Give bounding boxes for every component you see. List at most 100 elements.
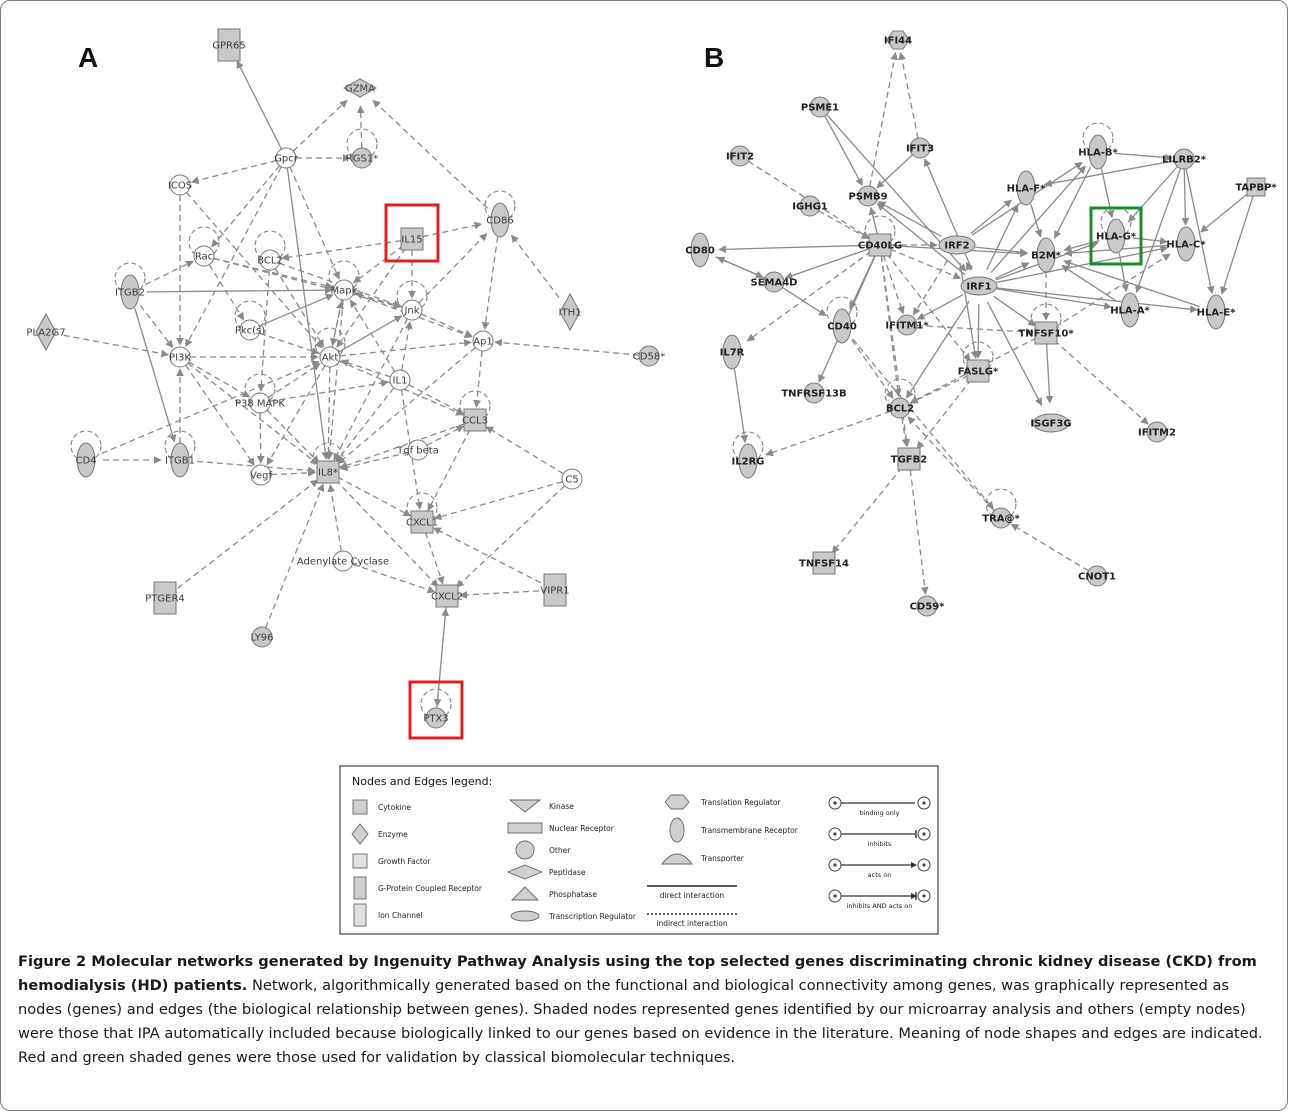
loop-BCL2 <box>254 230 286 262</box>
edge-PI3K-P38 <box>188 361 251 398</box>
node-TAPBP <box>1246 177 1266 197</box>
node-IL1 <box>389 369 411 391</box>
edge-RGS1-GZMA <box>356 105 365 149</box>
node-label-Vegf: Vegf <box>250 471 273 482</box>
edge-CXCL1-CXCL2 <box>424 532 445 585</box>
node-label-LILRB2: LILRB2* <box>1162 155 1207 166</box>
edge-IL15-Mapk <box>352 245 404 284</box>
edge-Akt-CCL3 <box>338 360 464 416</box>
node-TGFB2 <box>897 447 921 471</box>
node-Tgfbeta <box>407 439 429 461</box>
edge-CD86-Ap1 <box>481 236 499 330</box>
edge-Rac-Pkcs <box>208 264 245 321</box>
node-ITGB1 <box>170 442 190 478</box>
node-IFIT3 <box>909 137 931 159</box>
edge-CD40LG-PSMB9 <box>868 206 879 235</box>
legend-label-9: Phosphatase <box>549 890 597 899</box>
node-ICOS <box>169 174 191 196</box>
node-label-TRA: TRA@* <box>982 514 1020 525</box>
edge-TNFSF10-HLA-C <box>1054 253 1171 328</box>
node-B2M <box>1036 237 1056 273</box>
node-label-B2M: B2M* <box>1031 251 1062 262</box>
node-CD80 <box>690 232 710 268</box>
edge-TRA-BCL2 <box>907 416 995 512</box>
node-label-CD80: CD80 <box>685 246 715 257</box>
node-label-TAPBP: TAPBP* <box>1235 183 1277 194</box>
edge-CD40LG-IFITM1 <box>882 255 905 315</box>
node-label-CXCL2: CXCL2 <box>431 592 463 603</box>
edge-BCL2-TGFB2 <box>901 417 910 447</box>
loop-HLA-B <box>1082 122 1114 154</box>
loop-Akt <box>314 327 346 359</box>
node-label-C5: C5 <box>565 475 578 486</box>
node-label-IL2RG: IL2RG <box>732 457 765 468</box>
node-label-HLA-F: HLA-F* <box>1007 184 1046 195</box>
legend-label-12: Transmembrane Receptor <box>700 826 799 835</box>
edge-TNFSF10-IFITM2 <box>1053 339 1149 425</box>
node-SEMA4D <box>763 271 785 293</box>
legend-edge-arrow-2 <box>911 862 917 868</box>
node-label-P38: P38 MAPK <box>235 399 285 410</box>
legend-edge-arrow-3 <box>911 893 917 899</box>
node-CXCL1 <box>410 510 434 534</box>
node-IL2RG <box>738 443 758 479</box>
edge-IRF1-HLA-E <box>996 287 1198 314</box>
node-label-Pkcs: Pkc(s) <box>235 326 265 337</box>
edge-HLA-B-B2M <box>1053 166 1091 239</box>
node-label-CD58: CD58* <box>633 352 665 363</box>
edge-VIPR1-CXCL2 <box>459 590 540 599</box>
edge-IL7R-IL2RG <box>733 368 749 443</box>
edge-C5-CXCL2 <box>455 485 566 588</box>
edge-TGFB2-TNFSF14 <box>831 467 903 554</box>
node-label-ICOS: ICOS <box>168 181 192 192</box>
legend-shape-11 <box>664 794 690 810</box>
edge-IL15-BCL2 <box>281 239 402 262</box>
edge-PTX3-CXCL2 <box>436 608 450 709</box>
node-label-Ap1: Ap1 <box>473 337 493 348</box>
edge-IL1-Jnk <box>401 321 413 371</box>
node-CD59 <box>916 595 938 617</box>
node-label-ITGB1: ITGB1 <box>165 456 195 467</box>
node-label-TGFB2: TGFB2 <box>891 455 927 466</box>
node-label-HLA-G: HLA-G* <box>1096 232 1137 243</box>
node-CD86 <box>490 202 510 238</box>
edge-ICOS-Akt <box>186 192 323 349</box>
legend-title: Nodes and Edges legend: <box>352 775 492 788</box>
node-label-CNOT1: CNOT1 <box>1078 572 1116 583</box>
legend-edge-dot-end-2 <box>922 863 926 867</box>
edge-IRF1-BCL2 <box>905 300 970 399</box>
panel-a-letter: A <box>78 42 99 73</box>
loop-PTX3 <box>420 688 452 720</box>
node-label-IFITM1: IFITM1* <box>885 321 929 332</box>
node-label-PSMB9: PSMB9 <box>848 192 887 203</box>
legend-edge-dot-start-1 <box>833 832 837 836</box>
node-Gpcr <box>275 147 297 169</box>
legend-label-2: Growth Factor <box>378 857 431 866</box>
legend-shape-4 <box>353 903 367 927</box>
edge-IRF1-ISGF3G <box>986 301 1043 406</box>
loop-IL8 <box>312 442 344 474</box>
loop-TRA <box>985 488 1017 520</box>
node-label-Rac: Rac <box>195 252 213 263</box>
node-Pkcs <box>239 319 261 341</box>
edge-BCL2-Akt <box>274 268 325 348</box>
node-HLA-F <box>1016 170 1036 206</box>
node-CD40LG <box>868 233 892 257</box>
edge-CD86-GZMA <box>372 99 489 209</box>
edge-C5-CXCL1 <box>433 481 563 521</box>
node-Akt <box>319 346 341 368</box>
legend-edge-dot-start-2 <box>833 863 837 867</box>
node-ITGB2 <box>120 274 140 310</box>
edge-SEMA4D-CD40 <box>782 286 827 317</box>
edge-IL15-CD86 <box>422 221 483 238</box>
edge-IFIT3-PSMB9 <box>876 154 914 189</box>
edge-LILRB2-HLA-G <box>1128 166 1178 223</box>
node-HLA-C <box>1176 226 1196 262</box>
loop-BCL2 <box>884 378 916 410</box>
edge-PI3K-IL8 <box>187 362 319 465</box>
loop-RGS1 <box>346 128 378 160</box>
loop-ITGB1 <box>164 430 196 462</box>
node-label-IL7R: IL7R <box>720 348 745 359</box>
edge-Vegf-IL8 <box>270 468 316 477</box>
